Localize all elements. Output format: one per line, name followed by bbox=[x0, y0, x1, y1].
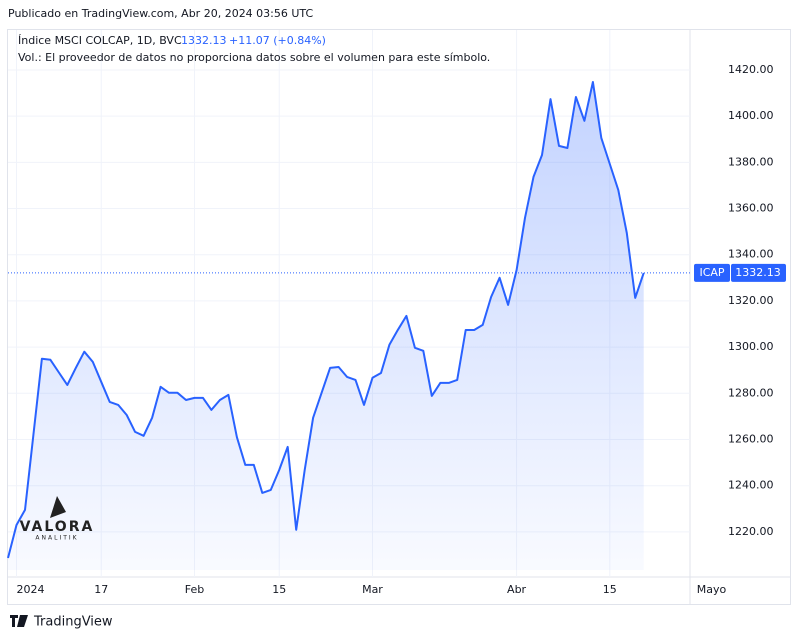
watermark: VALORA ANALITIK bbox=[20, 496, 95, 542]
y-tick-label: 1320.00 bbox=[728, 294, 774, 307]
watermark-name: VALORA bbox=[20, 519, 95, 535]
price-badge-bg bbox=[731, 263, 786, 282]
x-tick-label: 17 bbox=[94, 583, 108, 596]
plot: ICAP 1332.13 bbox=[7, 81, 786, 570]
x-tick-label: Feb bbox=[185, 583, 204, 596]
last-price: 1332.13 bbox=[181, 34, 227, 47]
y-tick-label: 1360.00 bbox=[728, 202, 774, 215]
price-badge-value: 1332.13 bbox=[735, 266, 781, 279]
line bbox=[7, 81, 645, 559]
y-tick-label: 1400.00 bbox=[728, 109, 774, 122]
x-tick-label: 2024 bbox=[16, 583, 44, 596]
y-tick-label: 1420.00 bbox=[728, 63, 774, 76]
chart-frame bbox=[7, 29, 791, 605]
y-tick-label: 1380.00 bbox=[728, 155, 774, 168]
area bbox=[8, 82, 644, 570]
y-tick-label: 1260.00 bbox=[728, 433, 774, 446]
x-tick-label: 15 bbox=[272, 583, 286, 596]
change: +11.07 (+0.84%) bbox=[229, 34, 326, 47]
footer: TradingView bbox=[10, 615, 113, 630]
volume-note: Vol.: El proveedor de datos no proporcio… bbox=[18, 51, 490, 64]
x-tick-label: Abr bbox=[507, 583, 527, 596]
price-badge-name: ICAP bbox=[699, 266, 724, 279]
y-tick-label: 1240.00 bbox=[728, 479, 774, 492]
y-tick-label: 1280.00 bbox=[728, 386, 774, 399]
published: Publicado en TradingView.com, Abr 20, 20… bbox=[8, 7, 314, 20]
logo bbox=[50, 496, 66, 518]
x-tick-label: 15 bbox=[603, 583, 617, 596]
watermark-sub: ANALITIK bbox=[35, 535, 78, 542]
y-tick-label: 1220.00 bbox=[728, 525, 774, 538]
symbol: Índice MSCI COLCAP, 1D, BVC bbox=[18, 34, 182, 47]
y-tick-label: 1340.00 bbox=[728, 248, 774, 261]
x-tick-label: Mayo bbox=[697, 583, 727, 596]
brand: TradingView bbox=[33, 615, 113, 630]
price-badge-bg bbox=[694, 263, 730, 282]
x-tick-label: Mar bbox=[362, 583, 383, 596]
y-tick-label: 1300.00 bbox=[728, 340, 774, 353]
tv-logo bbox=[10, 615, 28, 627]
